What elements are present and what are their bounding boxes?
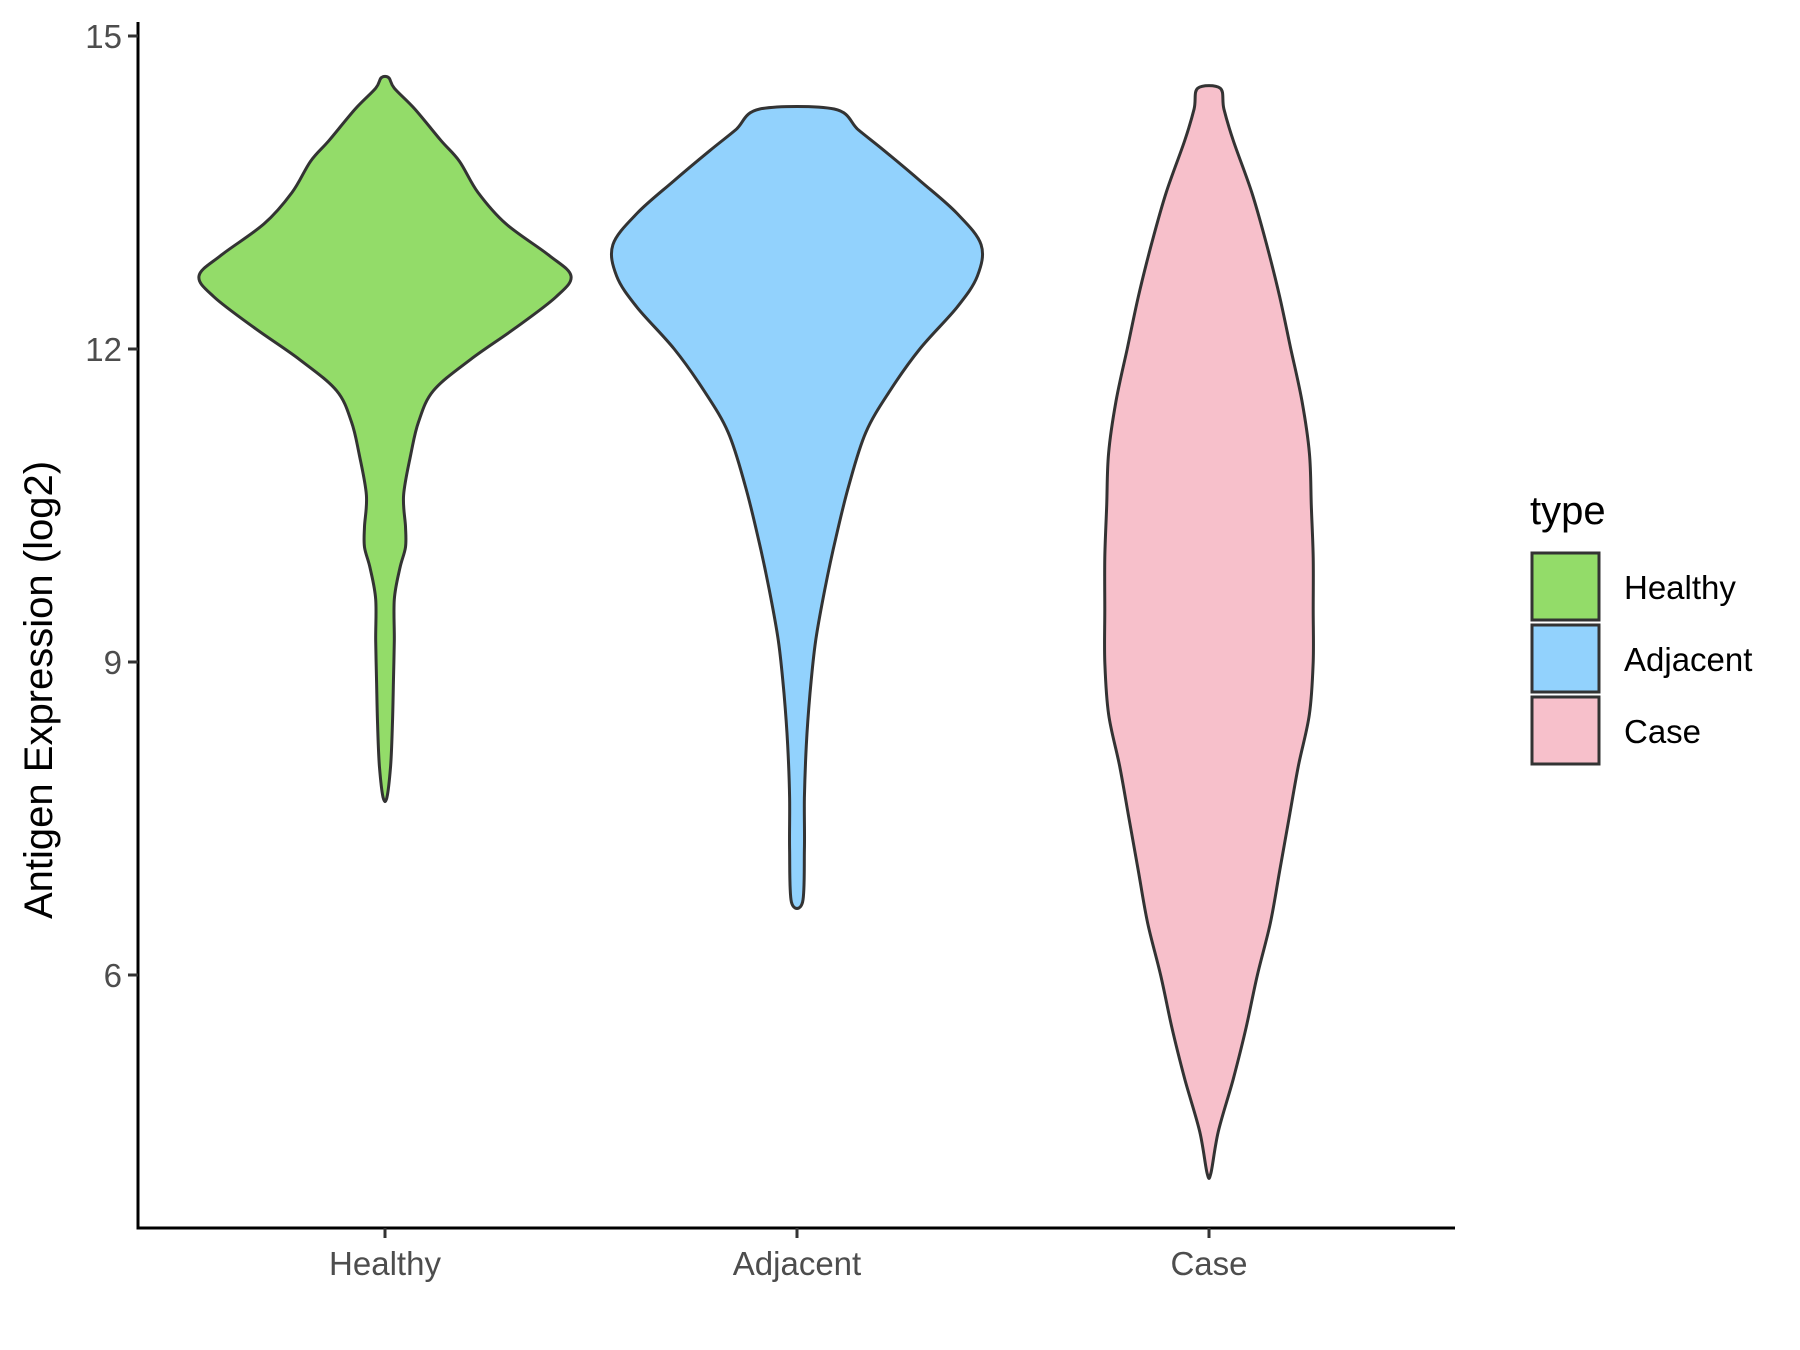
y-tick-label: 15 <box>85 18 122 55</box>
violins-layer <box>197 74 1315 1180</box>
legend: type Healthy Adjacent Case <box>1530 489 1752 766</box>
y-tick-label: 12 <box>85 331 122 368</box>
violin-healthy <box>197 74 573 804</box>
x-tick-label: Adjacent <box>733 1245 861 1282</box>
x-tick-label: Case <box>1170 1245 1247 1282</box>
legend-label-healthy: Healthy <box>1624 569 1736 606</box>
legend-key-healthy <box>1530 551 1601 622</box>
y-tick-label: 6 <box>104 957 122 994</box>
legend-label-case: Case <box>1624 713 1701 750</box>
legend-title: type <box>1530 489 1606 533</box>
axes-layer: 6 9 12 15 Healthy Adjacent Case <box>85 18 1455 1282</box>
y-tick-label: 9 <box>104 644 122 681</box>
x-tick-label: Healthy <box>329 1245 441 1282</box>
legend-key-adjacent <box>1530 623 1601 694</box>
y-axis-title: Antigen Expression (log2) <box>17 461 61 919</box>
legend-key-case <box>1530 695 1601 766</box>
legend-label-adjacent: Adjacent <box>1624 641 1752 678</box>
violin-adjacent <box>609 104 985 910</box>
violin-case <box>1103 84 1315 1180</box>
